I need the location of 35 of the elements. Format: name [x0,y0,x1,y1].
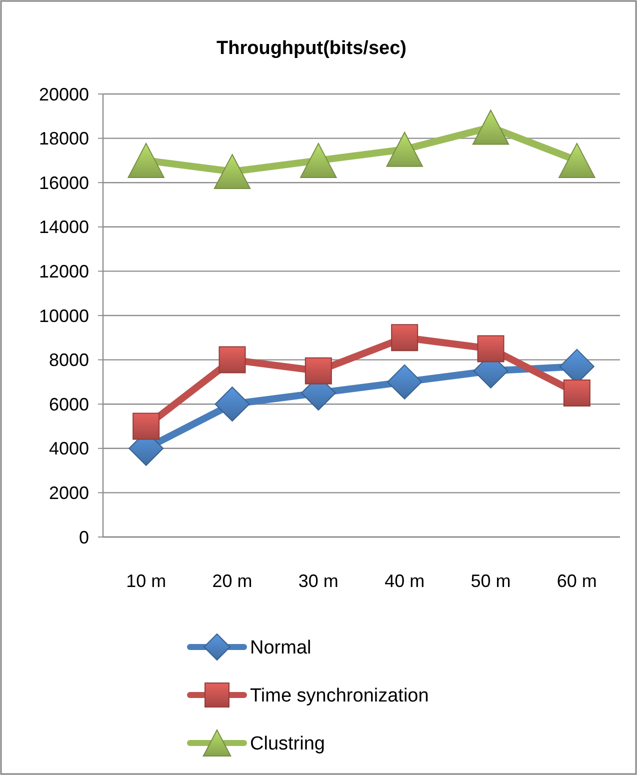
x-tick-label: 30 m [298,571,338,591]
legend-label: Normal [250,638,312,659]
x-tick-label: 20 m [212,571,252,591]
point [387,364,422,400]
legend-label: Time synchronization [250,686,429,707]
y-tick-label: 10000 [38,306,89,326]
chart-title: Throughput(bits/sec) [216,38,406,59]
point [386,132,423,167]
point [218,346,246,374]
point [214,386,250,422]
point [304,357,332,384]
y-tick-label: 4000 [48,438,89,459]
point [128,142,164,178]
y-tick-label: 20000 [38,84,89,104]
y-tick-label: 14000 [38,217,89,238]
x-tick-label: 10 m [126,571,166,591]
point [132,412,160,440]
y-tick-label: 8000 [48,350,89,370]
point [300,142,337,178]
y-tick-label: 18000 [38,128,89,149]
y-tick-label: 0 [78,527,89,548]
x-tick-label: 60 m [556,571,597,591]
point [563,380,590,407]
legend-label: Clustring [250,734,325,755]
point [391,324,418,352]
y-tick-label: 2000 [48,483,89,503]
y-tick-label: 16000 [38,172,89,193]
point [477,335,504,362]
point [558,142,596,178]
x-tick-label: 40 m [384,571,425,591]
point [472,110,510,145]
y-tick-label: 6000 [48,394,89,414]
x-tick-label: 50 m [470,571,511,591]
y-tick-label: 12000 [38,262,89,282]
point [214,154,251,190]
